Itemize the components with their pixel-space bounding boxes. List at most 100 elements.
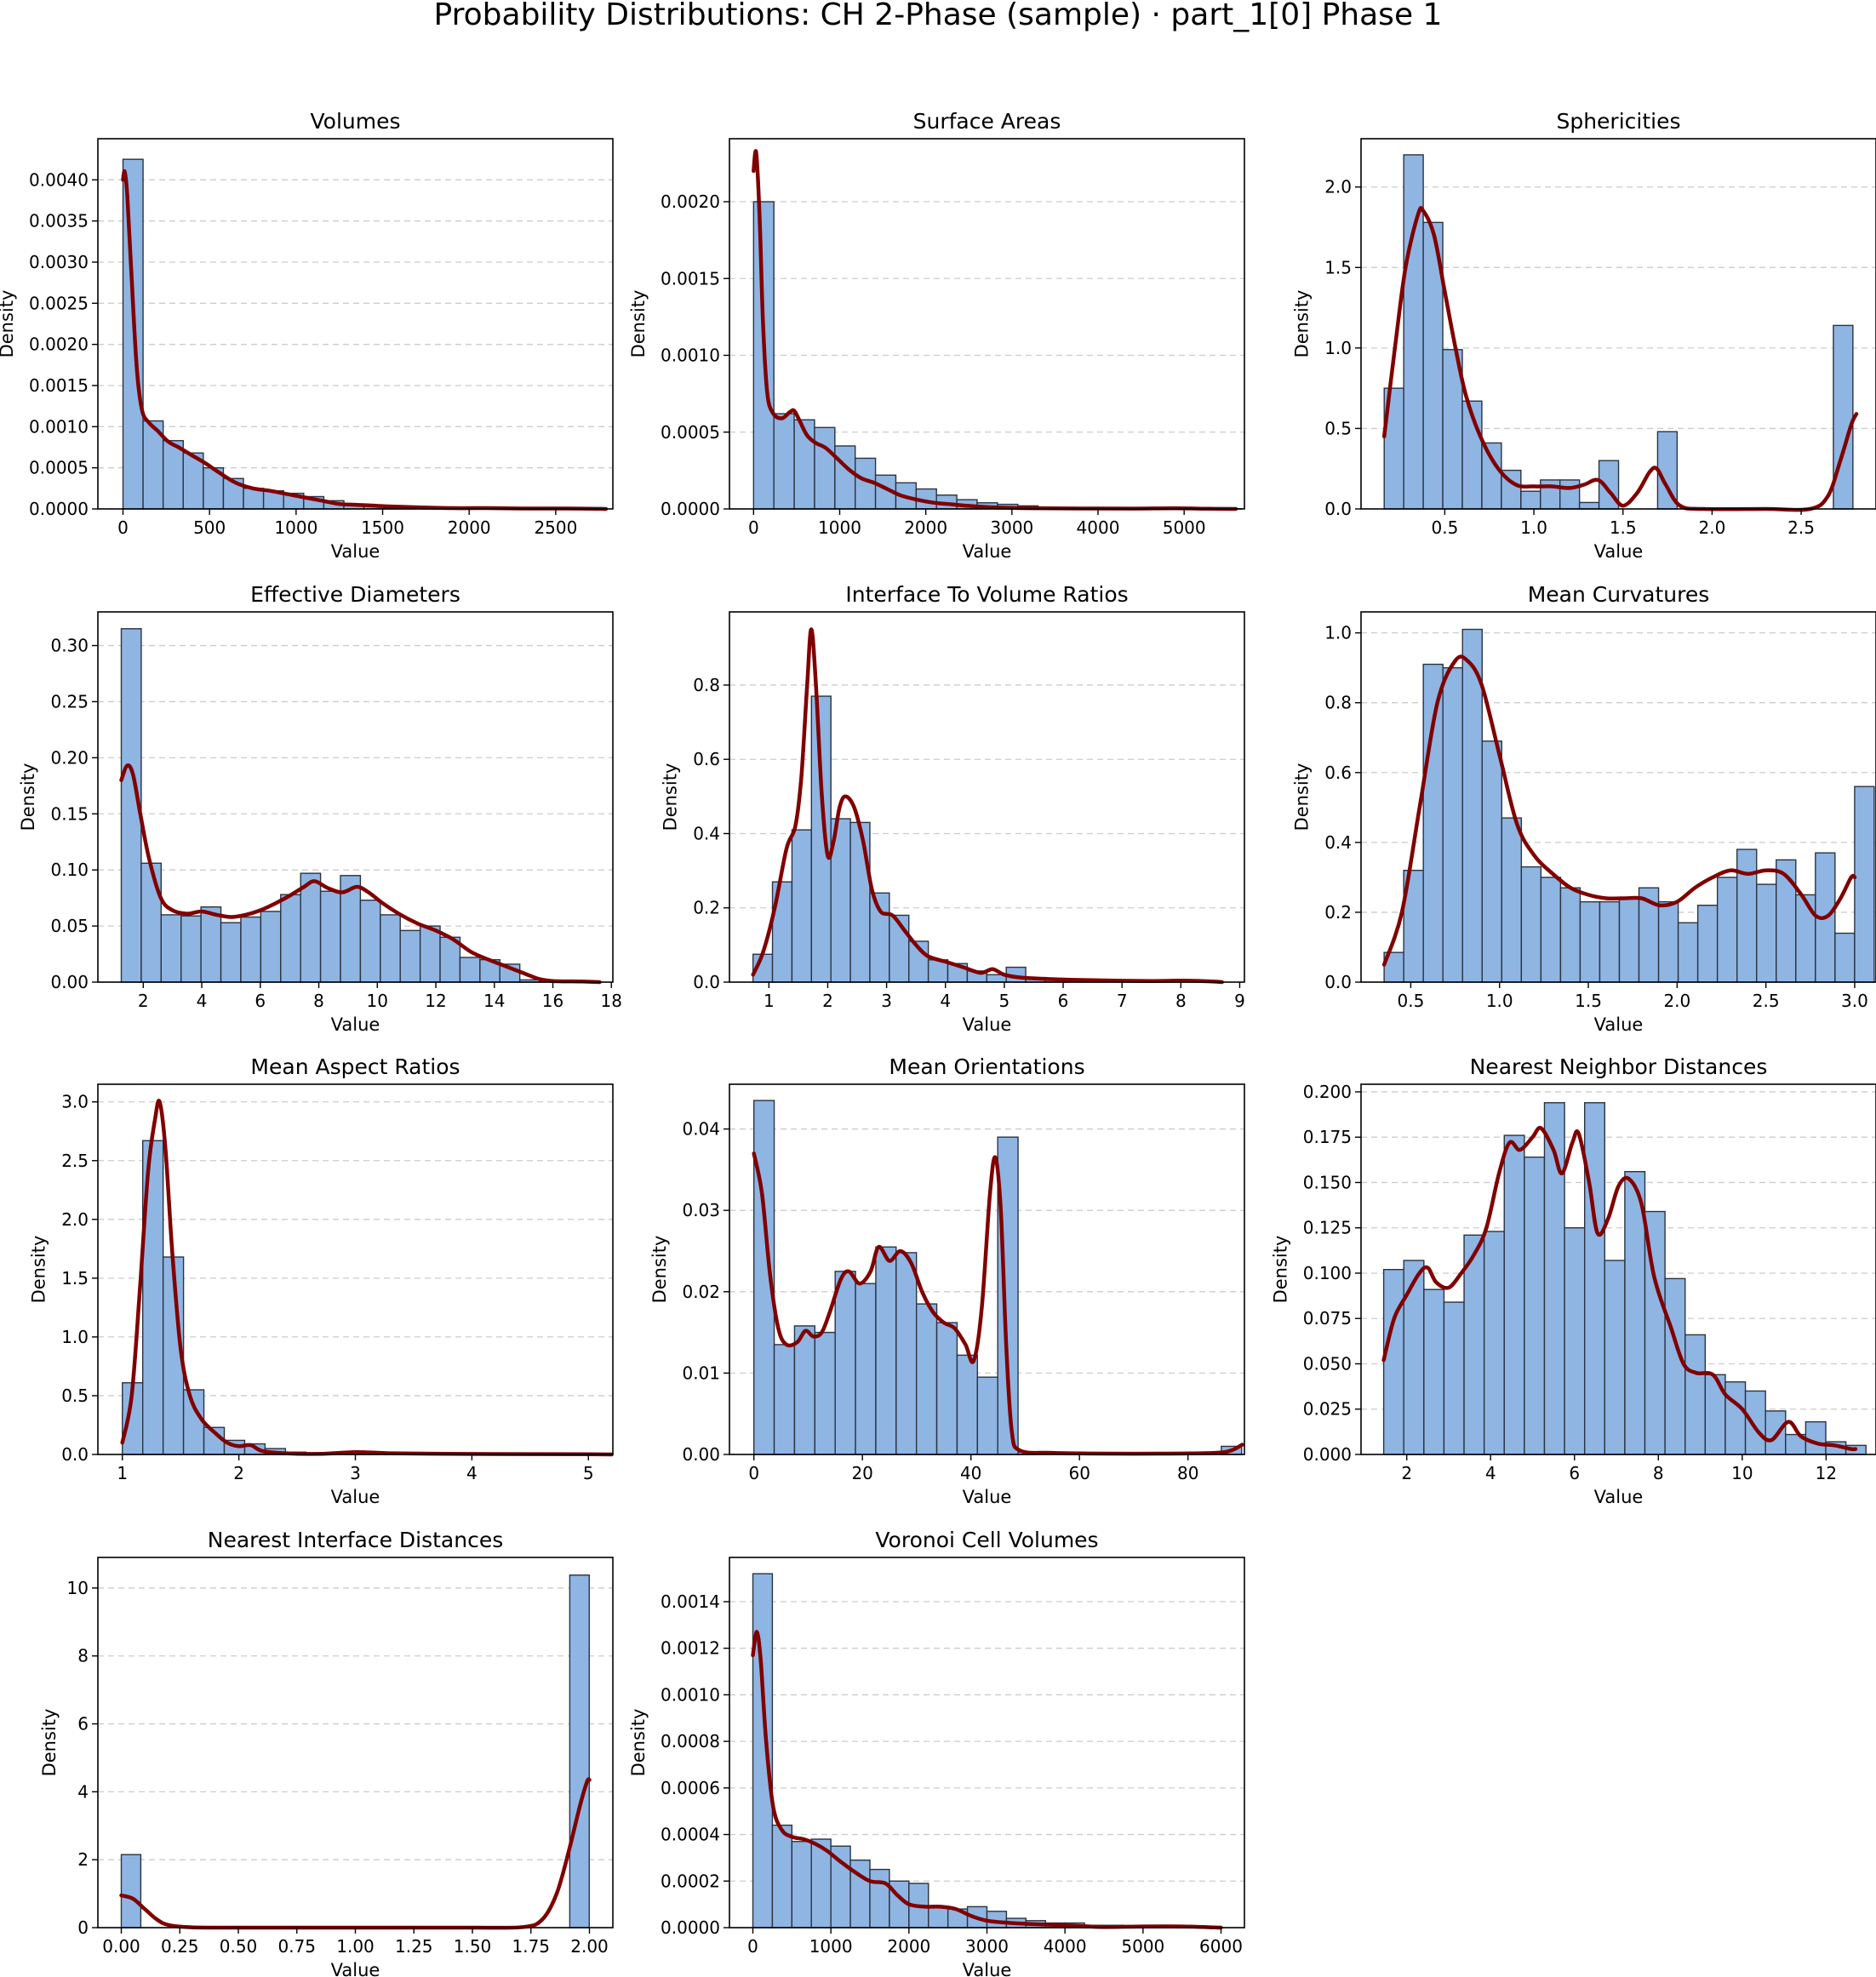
x-tick-label: 60 [1068, 1463, 1090, 1483]
x-tick-label: 16 [542, 991, 563, 1011]
kde-curve [1381, 1126, 1858, 1452]
x-tick-label: 4 [1485, 1463, 1496, 1483]
y-tick-label: 0.0 [61, 1444, 89, 1465]
x-tick-label: 2.0 [1698, 517, 1725, 538]
histogram-bar [300, 872, 322, 983]
histogram-bar [1423, 1288, 1445, 1455]
y-tick-label: 0.0035 [29, 211, 89, 231]
histogram-bar [1744, 1390, 1766, 1455]
y-tick-label: 0.03 [682, 1200, 720, 1220]
x-axis-label: Value [1594, 1487, 1644, 1507]
x-tick-label: 0.5 [1398, 991, 1425, 1011]
x-tick-label: 1.00 [336, 1936, 375, 1957]
x-tick-label: 0.25 [161, 1936, 199, 1957]
chart-title: Effective Diameters [250, 582, 460, 607]
y-axis-label: Density [29, 1236, 49, 1304]
chart-title: Sphericities [1556, 109, 1680, 134]
y-tick-label: 2.0 [1324, 177, 1352, 197]
x-tick-label: 6 [255, 991, 266, 1011]
x-tick-label: 8 [313, 991, 324, 1011]
histogram-bar [1677, 922, 1699, 983]
y-tick-label: 0.6 [693, 749, 720, 769]
x-axis-label: Value [1594, 541, 1644, 562]
x-axis-label: Value [331, 541, 380, 562]
histogram-bar [1833, 324, 1854, 510]
chart-panel: 0 20 40 60 80 0.00 0.01 0.02 0.03 0.04 Value Densit… [649, 1054, 1245, 1507]
x-tick-label: 2000 [887, 1936, 930, 1957]
x-tick-label: 2.5 [1753, 991, 1780, 1011]
histogram-bar [160, 914, 182, 983]
y-tick-label: 0.0005 [661, 422, 720, 443]
histogram-bar [359, 900, 381, 983]
x-tick-label: 7 [1117, 991, 1128, 1011]
axes-frame [1360, 1083, 1876, 1455]
x-tick-label: 2.0 [1663, 991, 1690, 1011]
histogram-bar [791, 829, 813, 983]
x-tick-label: 8 [1175, 991, 1187, 1011]
y-tick-label: 0.04 [682, 1119, 720, 1140]
chart-panel: 1 2 3 4 5 6 7 8 9 0.0 0.2 0.4 0.6 0.8 Value Density Inte… [661, 582, 1245, 1035]
x-tick-label: 2000 [904, 517, 947, 538]
y-tick-label: 0.000 [1303, 1444, 1352, 1465]
y-axis-label: Density [649, 1236, 670, 1304]
histogram-bar [200, 906, 222, 983]
chart-panel: 0.5 1.0 1.5 2.0 2.5 0.0 0.5 1.0 1.5 2.0 Value Densi… [1292, 109, 1876, 562]
kde-curve [121, 169, 609, 511]
histogram-bar [875, 1246, 897, 1455]
y-tick-label: 2 [77, 1849, 89, 1870]
x-axis-label: Value [331, 1014, 380, 1035]
axes-frame [1360, 611, 1876, 983]
x-tick-label: 4000 [1044, 1936, 1087, 1957]
y-tick-label: 0.0000 [661, 1917, 720, 1938]
histogram-bar [399, 929, 421, 983]
y-tick-label: 1.0 [1324, 623, 1352, 643]
y-tick-label: 0.2 [1324, 902, 1352, 923]
histogram-bar [1854, 786, 1875, 983]
x-tick-label: 1000 [809, 1936, 853, 1957]
y-tick-label: 8 [77, 1646, 89, 1666]
histogram-bar [1483, 1231, 1505, 1455]
x-tick-label: 4 [466, 1463, 478, 1483]
histogram-bar [569, 1574, 590, 1928]
x-tick-label: 1.5 [1610, 517, 1637, 538]
y-tick-label: 0.25 [50, 691, 89, 711]
x-axis-label: Value [331, 1960, 380, 1977]
y-tick-label: 0.4 [693, 823, 720, 843]
histogram-bar [935, 1322, 958, 1455]
y-tick-label: 0.0010 [29, 416, 89, 437]
histogram-bar [140, 862, 163, 983]
x-tick-label: 12 [1816, 1463, 1837, 1483]
histogram-bar [1618, 897, 1640, 983]
y-tick-label: 0.5 [61, 1386, 89, 1406]
histogram-bar [1657, 900, 1679, 983]
kde-curve [119, 763, 602, 985]
x-tick-label: 5 [999, 991, 1010, 1011]
histogram-bar [1524, 1156, 1546, 1455]
y-tick-label: 0.00 [50, 972, 89, 992]
histogram-bar [1422, 663, 1444, 983]
y-tick-label: 0.0008 [661, 1731, 720, 1751]
x-tick-label: 1.5 [1575, 991, 1602, 1011]
x-tick-label: 10 [367, 991, 388, 1011]
histogram-bar [419, 925, 441, 983]
y-tick-label: 0.01 [682, 1363, 720, 1383]
y-tick-label: 0.0025 [29, 293, 89, 313]
y-axis-label: Density [1292, 763, 1313, 831]
y-tick-label: 0.0010 [661, 1684, 720, 1705]
y-axis-label: Density [1292, 290, 1313, 358]
x-tick-label: 1000 [274, 517, 317, 538]
histogram-bar [1599, 900, 1621, 983]
x-tick-label: 1.0 [1486, 991, 1513, 1011]
x-tick-label: 1.50 [454, 1936, 492, 1957]
histogram-bar [1805, 1420, 1827, 1455]
x-tick-label: 5000 [1163, 517, 1206, 538]
y-tick-label: 1.5 [1324, 257, 1352, 277]
histogram-bar [459, 957, 481, 983]
y-axis-label: Density [18, 763, 38, 831]
histogram-bar [1520, 490, 1541, 510]
x-tick-label: 2 [1401, 1463, 1412, 1483]
histogram-bar [1564, 1227, 1586, 1455]
histogram-bar [773, 1344, 796, 1455]
histogram-bar [752, 1573, 774, 1928]
y-tick-label: 10 [67, 1578, 89, 1598]
